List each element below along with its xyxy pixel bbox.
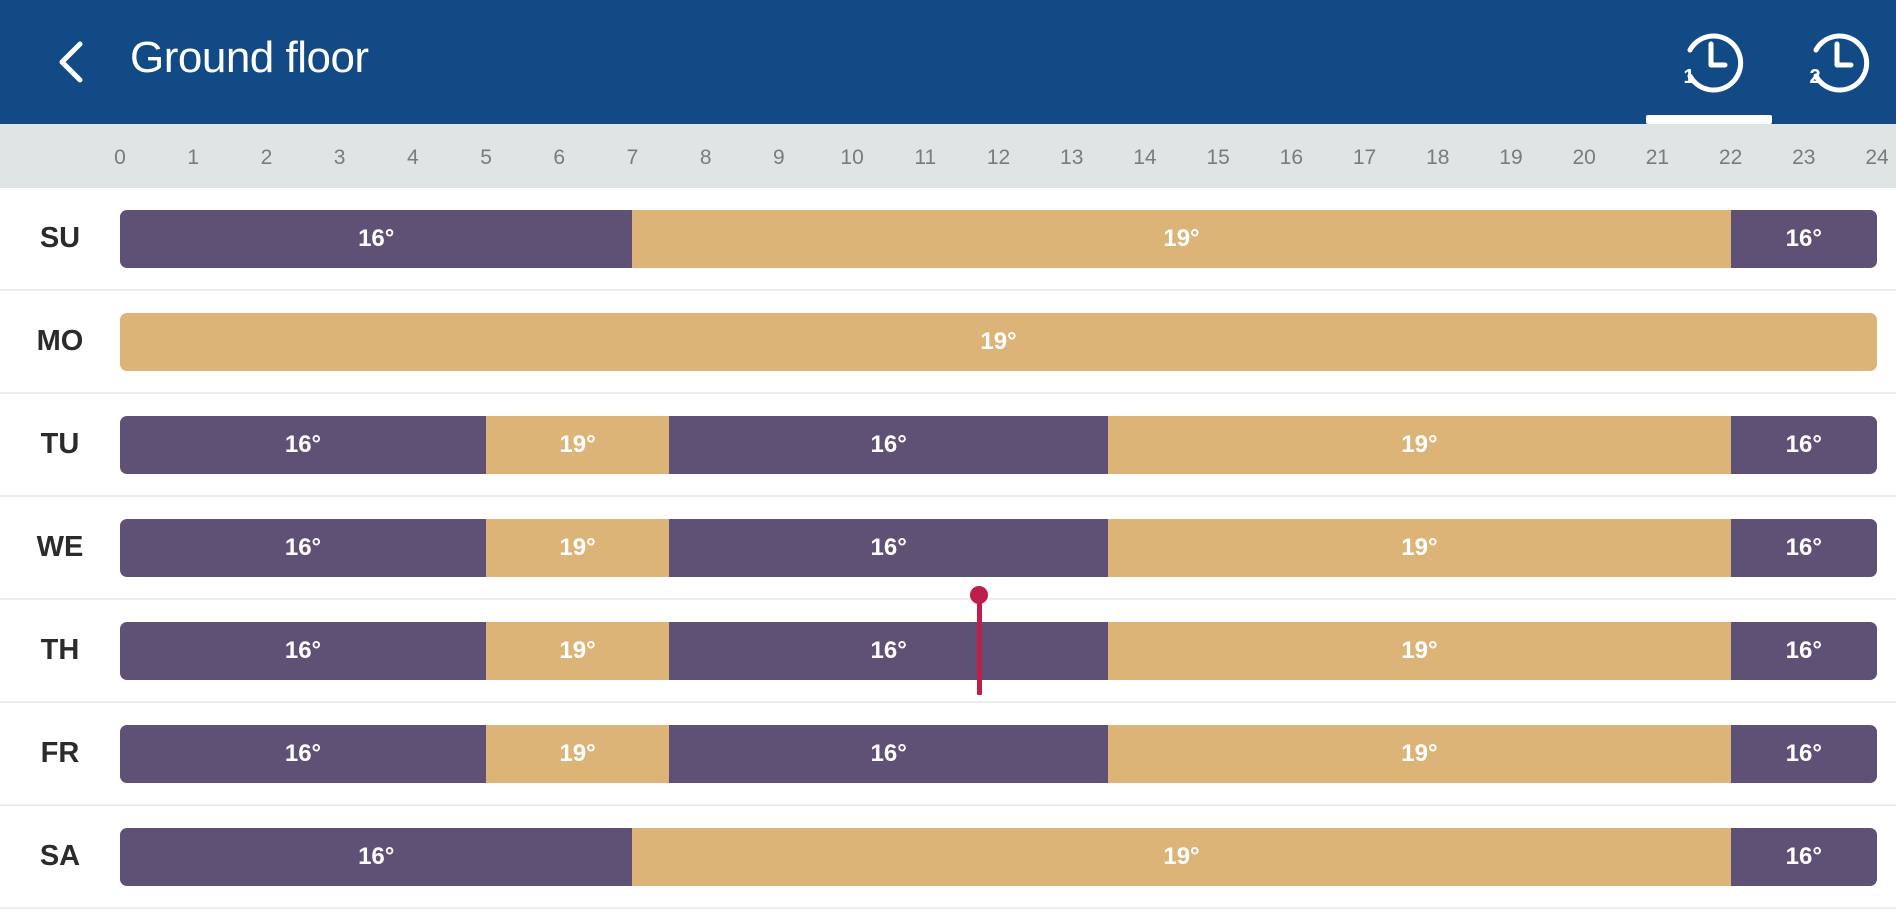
temperature-segment-low[interactable]: 16° <box>1730 725 1877 783</box>
temperature-segment-high[interactable]: 19° <box>1108 416 1731 474</box>
hour-tick: 10 <box>840 146 864 169</box>
temperature-segment-high[interactable]: 19° <box>1108 725 1731 783</box>
day-row-th: TH 16° 19° 16° 19° 16° <box>0 600 1896 703</box>
temperature-segment-high[interactable]: 19° <box>632 210 1731 268</box>
clock-history-icon: 2 <box>1809 33 1870 93</box>
hour-tick: 22 <box>1718 146 1743 169</box>
temperature-segment-high[interactable]: 19° <box>486 416 670 474</box>
day-row-we: WE 16° 19° 16° 19° 16° <box>0 497 1896 600</box>
day-row-mo: MO 19° <box>0 291 1896 394</box>
temperature-segment-low[interactable]: 16° <box>669 519 1109 577</box>
hour-tick: 14 <box>1133 146 1157 169</box>
hour-axis: 0 1 2 3 4 5 6 7 8 9 10 11 12 13 14 15 16 17 18 19 20 21 22 23 24 <box>0 124 1896 188</box>
temperature-segment-low[interactable]: 16° <box>120 519 487 577</box>
day-schedule-bar[interactable]: 16° 19° 16° 19° 16° <box>120 622 1877 680</box>
hour-tick: 6 <box>553 146 566 169</box>
day-row-tu: TU 16° 19° 16° 19° 16° <box>0 394 1896 497</box>
day-row-sa: SA 16° 19° 16° <box>0 806 1896 909</box>
hour-tick: 8 <box>699 146 712 169</box>
hour-tick: 3 <box>333 146 346 169</box>
temperature-segment-low[interactable]: 16° <box>120 622 487 680</box>
temperature-segment-high[interactable]: 19° <box>1108 622 1731 680</box>
hour-tick: 15 <box>1206 146 1230 169</box>
hour-tick: 13 <box>1060 146 1084 169</box>
hour-tick: 24 <box>1865 146 1889 169</box>
temperature-segment-high[interactable]: 19° <box>486 519 670 577</box>
temperature-segment-high[interactable]: 19° <box>486 725 670 783</box>
tab-1-number: 1 <box>1683 66 1694 88</box>
hour-tick: 21 <box>1645 146 1670 169</box>
clock-history-icon: 1 <box>1683 33 1744 93</box>
current-time-marker <box>977 593 982 695</box>
tab-2-number: 2 <box>1809 66 1820 88</box>
day-schedule-bar[interactable]: 16° 19° 16° <box>120 828 1877 886</box>
hour-tick: 12 <box>986 146 1011 169</box>
chevron-left-icon <box>59 41 83 83</box>
day-schedule-bar[interactable]: 16° 19° 16° <box>120 210 1877 268</box>
hour-tick: 2 <box>260 146 273 169</box>
temperature-segment-low[interactable]: 16° <box>1730 416 1877 474</box>
hour-tick: 17 <box>1352 146 1377 169</box>
temperature-segment-low[interactable]: 16° <box>1730 828 1877 886</box>
temperature-segment-low[interactable]: 16° <box>1730 210 1877 268</box>
day-schedule-bar[interactable]: 19° <box>120 313 1877 371</box>
back-button[interactable] <box>40 30 104 94</box>
temperature-segment-low[interactable]: 16° <box>120 828 633 886</box>
temperature-segment-low[interactable]: 16° <box>1730 622 1877 680</box>
day-row-fr: FR 16° 19° 16° 19° 16° <box>0 703 1896 806</box>
temperature-segment-low[interactable]: 16° <box>120 210 633 268</box>
day-schedule-bar[interactable]: 16° 19° 16° 19° 16° <box>120 519 1877 577</box>
temperature-segment-low[interactable]: 16° <box>120 725 487 783</box>
hour-tick: 19 <box>1499 146 1523 169</box>
temperature-segment-high[interactable]: 19° <box>120 313 1877 371</box>
day-label: FR <box>40 737 80 769</box>
hour-tick: 11 <box>914 146 937 169</box>
day-schedule-bar[interactable]: 16° 19° 16° 19° 16° <box>120 416 1877 474</box>
temperature-segment-low[interactable]: 16° <box>669 622 1109 680</box>
tab-program-2[interactable]: 2 <box>1772 0 1896 124</box>
day-schedule-bar[interactable]: 16° 19° 16° 19° 16° <box>120 725 1877 783</box>
temperature-segment-high[interactable]: 19° <box>1108 519 1731 577</box>
day-label: SA <box>39 840 81 872</box>
hour-tick: 5 <box>480 146 492 169</box>
hour-tick: 7 <box>626 146 639 169</box>
app-header: Ground floor 1 2 <box>0 0 1896 124</box>
day-label: TU <box>40 428 80 460</box>
temperature-segment-high[interactable]: 19° <box>486 622 670 680</box>
hour-tick: 23 <box>1792 146 1816 169</box>
day-label: TH <box>40 634 80 666</box>
hour-tick: 18 <box>1426 146 1450 169</box>
page-title: Ground floor <box>130 33 369 82</box>
temperature-segment-high[interactable]: 19° <box>632 828 1731 886</box>
day-label: MO <box>36 325 84 357</box>
hour-tick: 20 <box>1572 146 1596 169</box>
temperature-segment-low[interactable]: 16° <box>120 416 487 474</box>
tab-program-1[interactable]: 1 <box>1646 0 1772 124</box>
hour-tick: 16 <box>1279 146 1303 169</box>
hour-tick: 4 <box>406 146 419 169</box>
day-label: WE <box>36 531 84 563</box>
temperature-segment-low[interactable]: 16° <box>1730 519 1877 577</box>
hour-tick: 9 <box>773 146 785 169</box>
temperature-segment-low[interactable]: 16° <box>669 725 1109 783</box>
hour-tick: 1 <box>187 146 200 169</box>
hour-tick: 0 <box>114 146 126 169</box>
temperature-segment-low[interactable]: 16° <box>669 416 1109 474</box>
day-row-su: SU 16° 19° 16° <box>0 188 1896 291</box>
day-label: SU <box>39 222 81 254</box>
